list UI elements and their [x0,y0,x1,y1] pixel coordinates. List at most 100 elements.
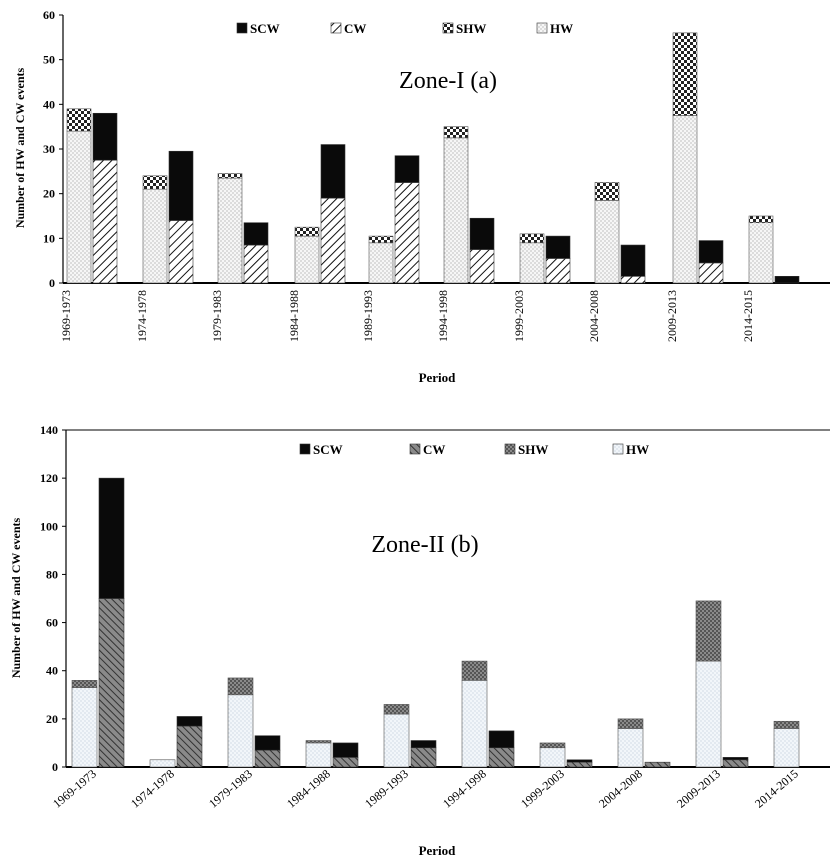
zone-1-bar-shw [443,126,469,139]
zone-2-y-tick-label: 40 [46,664,58,678]
zone-1-legend-swatch-hw [536,22,548,34]
zone-2-legend-swatch-hw [612,443,624,455]
zone-2-x-tick-label: 1979-1983 [206,767,255,811]
zone-1-bar-shw [594,182,620,201]
zone-1-bar-cw [320,197,346,284]
zone-2-bar-scw [488,730,515,749]
zone-2-bar-scw [566,759,593,763]
zone-1-bar-scw [774,275,800,284]
zone-1-bar-cw [394,182,420,284]
zone-1-x-tick-label: 1999-2003 [512,290,526,342]
zone-1-bar-shw [142,175,168,190]
zone-2-bar-cw [566,761,593,768]
zone-1-bar-hw [748,222,774,284]
zone-1-legend-swatch-shw [442,22,454,34]
zone-1-bar-cw [469,249,495,284]
zone-1-bar-shw [294,226,320,237]
zone-1-x-tick-label: 1979-1983 [210,290,224,342]
zone-2-x-tick-label: 1999-2003 [518,767,567,811]
zone-2-bar-cw [254,749,281,768]
zone-1-bar-cw [620,275,646,284]
zone-1-y-tick-label: 60 [43,8,55,22]
zone-1-bar-scw [620,244,646,277]
zone-1-bar-hw [142,188,168,284]
zone-1-x-tick-label: 2004-2008 [587,290,601,342]
zone-1-x-tick-label: 1974-1978 [135,290,149,342]
zone-1-bar-hw [217,177,243,284]
zone-1-legend-label-hw: HW [550,21,573,36]
zone-1-legend-swatch-scw [236,22,248,34]
zone-1-x-tick-label: 2014-2015 [741,290,755,342]
zone-1-bar-hw [66,130,92,284]
zone-2-bar-scw [332,742,359,758]
zone-2-bar-hw [461,680,488,768]
zone-1-bar-shw [66,108,92,132]
zone-2-bar-shw [617,718,644,729]
zone-2-x-tick-label: 1974-1978 [128,767,177,811]
zone-2-x-tick-label: 1994-1998 [440,767,489,811]
zone-2-bar-shw [227,677,254,696]
zone-1-bar-scw [698,240,724,264]
zone-2-bar-shw [695,600,722,662]
zone-2-y-tick-label: 0 [52,760,58,774]
zone-1-bar-cw [168,220,194,284]
zone-2-bar-hw [149,759,176,768]
zone-2-y-tick-label: 80 [46,567,58,581]
zone-2-x-tick-label: 2004-2008 [596,767,645,811]
zone-2-bar-cw [176,725,203,768]
zone-2-bar-cw [644,761,671,768]
zone-1-x-tick-label: 2009-2013 [665,290,679,342]
zone-1-bar-shw [748,215,774,223]
zone-1-bar-hw [519,242,545,284]
zone-1-bar-scw [394,155,420,183]
zone-1-x-tick-label: 1969-1973 [59,290,73,342]
zone-2-bar-cw [332,757,359,768]
zone-2-x-tick-label: 2009-2013 [674,767,723,811]
zone-2-legend-swatch-scw [299,443,311,455]
zone-1-bar-shw [519,233,545,244]
zone-2-bar-cw [488,747,515,768]
zone-1-bar-scw [243,222,269,246]
zone-1-bar-cw [92,159,118,284]
zone-1-legend-label-shw: SHW [456,21,486,36]
zone-2-bar-hw [539,747,566,768]
zone-1-title: Zone-I (a) [399,68,497,94]
zone-2-bar-cw [410,747,437,768]
zone-2-bar-hw [227,694,254,768]
zone-2-bar-shw [71,680,98,688]
zone-1-legend-swatch-cw [330,22,342,34]
zone-2-bar-hw [305,742,332,768]
zone-1-x-tick-label: 1984-1988 [287,290,301,342]
zone-1-bar-hw [443,137,469,284]
zone-1-x-tick-label: 1994-1998 [436,290,450,342]
zone-2-legend-label-shw: SHW [518,442,548,457]
zone-2-legend-swatch-cw [409,443,421,455]
zone-1-y-tick-label: 30 [43,142,55,156]
zone-1-bar-hw [368,242,394,284]
zone-2-bar-shw [383,704,410,715]
zone-1-x-tick-label: 1989-1993 [361,290,375,342]
zone-1-bar-hw [294,235,320,284]
zone-1-bar-shw [368,235,394,244]
zone-1-x-axis-label: Period [419,370,457,385]
zone-1-bar-scw [469,217,495,250]
zone-1-bar-shw [217,173,243,179]
zone-2-y-tick-label: 120 [40,471,58,485]
zone-1-y-tick-label: 20 [43,187,55,201]
zone-2-bar-hw [383,713,410,768]
zone-1-bar-scw [168,150,194,221]
zone-2-bar-cw [722,759,749,768]
zone-2-legend-swatch-shw [504,443,516,455]
zone-2-bar-hw [617,728,644,768]
zone-1-bar-cw [698,262,724,284]
zone-2-bar-hw [695,660,722,768]
zone-2-x-tick-label: 1989-1993 [362,767,411,811]
zone-1-y-tick-label: 40 [43,97,55,111]
zone-2-y-axis-label: Number of HW and CW events [9,518,23,679]
zone-2-y-tick-label: 20 [46,712,58,726]
zone-2-bar-cw [98,598,125,768]
zone-2-bar-shw [461,660,488,681]
zone-1-chart: 0 10 20 30 40 50 60 1969-1973 1974-1978 1979-1983… [13,8,830,385]
